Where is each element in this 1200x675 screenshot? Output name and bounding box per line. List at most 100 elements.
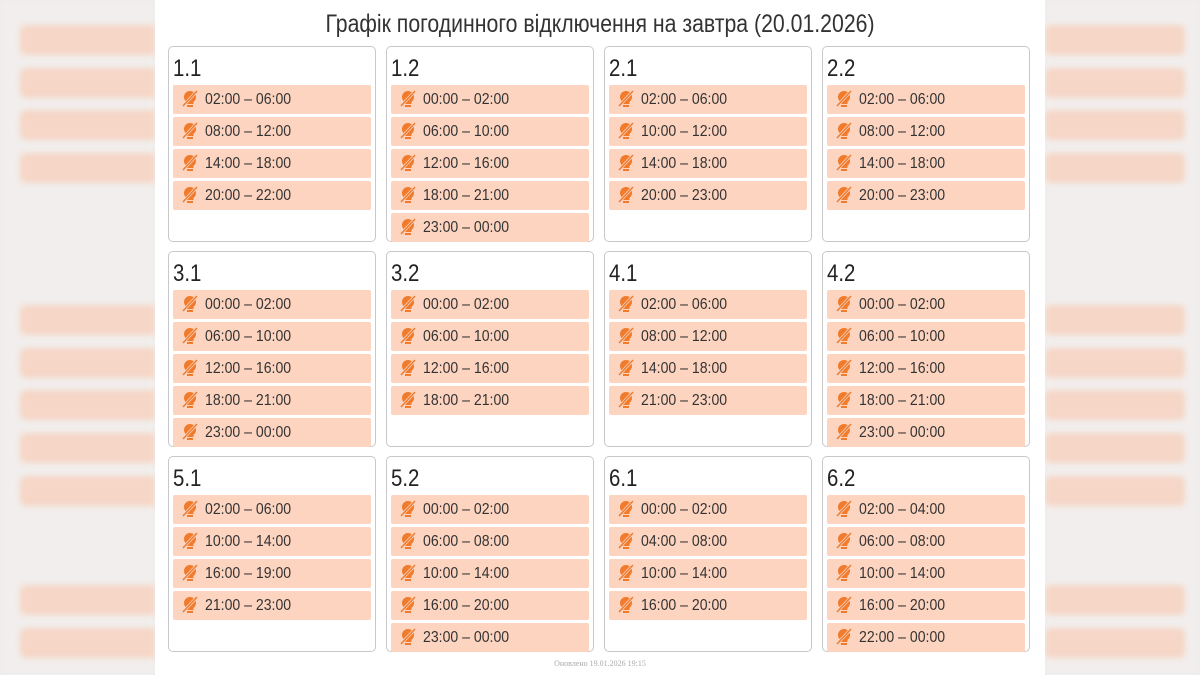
slot-time: 12:00 – 16:00 bbox=[859, 360, 946, 377]
outage-slot: 10:00 – 14:00 bbox=[827, 559, 1025, 588]
outage-icon bbox=[617, 121, 635, 140]
outage-slot: 20:00 – 23:00 bbox=[827, 181, 1025, 210]
outage-slot: 06:00 – 10:00 bbox=[391, 322, 589, 351]
title: Графік погодинного відключення на завтра… bbox=[325, 10, 875, 38]
slot-time: 23:00 – 00:00 bbox=[859, 424, 946, 441]
outage-icon bbox=[617, 531, 635, 550]
outage-icon bbox=[399, 627, 417, 646]
group-name: 4.2 bbox=[827, 260, 856, 287]
outage-slot: 16:00 – 20:00 bbox=[609, 591, 807, 620]
outage-icon bbox=[399, 153, 417, 172]
outage-slot: 12:00 – 16:00 bbox=[391, 149, 589, 178]
slot-time: 16:00 – 20:00 bbox=[423, 597, 510, 614]
outage-icon bbox=[181, 422, 199, 441]
slot-time: 02:00 – 06:00 bbox=[859, 91, 946, 108]
outage-slot: 16:00 – 20:00 bbox=[391, 591, 589, 620]
slot-time: 18:00 – 21:00 bbox=[423, 392, 510, 409]
slot-time: 00:00 – 02:00 bbox=[423, 296, 510, 313]
outage-slot: 02:00 – 06:00 bbox=[827, 85, 1025, 114]
outage-slot: 02:00 – 06:00 bbox=[609, 85, 807, 114]
outage-slot: 22:00 – 00:00 bbox=[827, 623, 1025, 652]
group-name: 6.1 bbox=[609, 465, 638, 492]
outage-slot: 14:00 – 18:00 bbox=[173, 149, 371, 178]
outage-slot: 14:00 – 18:00 bbox=[827, 149, 1025, 178]
outage-slot: 18:00 – 21:00 bbox=[827, 386, 1025, 415]
outage-icon bbox=[399, 185, 417, 204]
slot-time: 23:00 – 00:00 bbox=[423, 629, 510, 646]
slot-time: 20:00 – 22:00 bbox=[205, 187, 292, 204]
outage-slot: 00:00 – 02:00 bbox=[827, 290, 1025, 319]
outage-slot: 06:00 – 10:00 bbox=[173, 322, 371, 351]
group-name: 5.1 bbox=[173, 465, 202, 492]
schedule-panel: Графік погодинного відключення на завтра… bbox=[155, 0, 1045, 675]
slot-time: 06:00 – 08:00 bbox=[859, 533, 946, 550]
outage-icon bbox=[399, 121, 417, 140]
outage-icon bbox=[399, 499, 417, 518]
slot-time: 18:00 – 21:00 bbox=[423, 187, 510, 204]
slot-time: 16:00 – 19:00 bbox=[205, 565, 292, 582]
outage-slot: 12:00 – 16:00 bbox=[827, 354, 1025, 383]
slot-time: 21:00 – 23:00 bbox=[205, 597, 292, 614]
slot-time: 21:00 – 23:00 bbox=[641, 392, 728, 409]
group-name: 2.1 bbox=[609, 55, 638, 82]
outage-icon bbox=[617, 358, 635, 377]
outage-slot: 06:00 – 08:00 bbox=[827, 527, 1025, 556]
group-name: 2.2 bbox=[827, 55, 856, 82]
blurred-side bbox=[1045, 0, 1200, 675]
slot-time: 08:00 – 12:00 bbox=[641, 328, 728, 345]
outage-slot: 12:00 – 16:00 bbox=[173, 354, 371, 383]
group-card: 3.2 00:00 – 02:00 06:00 – 10:00 12:00 – 16:… bbox=[386, 251, 594, 447]
slot-time: 20:00 – 23:00 bbox=[859, 187, 946, 204]
outage-icon bbox=[835, 390, 853, 409]
outage-slot: 21:00 – 23:00 bbox=[609, 386, 807, 415]
slot-time: 14:00 – 18:00 bbox=[641, 360, 728, 377]
outage-slot: 00:00 – 02:00 bbox=[391, 495, 589, 524]
outage-icon bbox=[399, 563, 417, 582]
outage-icon bbox=[181, 499, 199, 518]
slot-time: 02:00 – 06:00 bbox=[205, 91, 292, 108]
outage-slot: 10:00 – 14:00 bbox=[391, 559, 589, 588]
outage-icon bbox=[399, 358, 417, 377]
outage-icon bbox=[181, 595, 199, 614]
group-card: 4.2 00:00 – 02:00 06:00 – 10:00 12:00 – 16:… bbox=[822, 251, 1030, 447]
group-card: 3.1 00:00 – 02:00 06:00 – 10:00 12:00 – 16:… bbox=[168, 251, 376, 447]
slot-time: 10:00 – 12:00 bbox=[641, 123, 728, 140]
slot-time: 23:00 – 00:00 bbox=[205, 424, 292, 441]
outage-slot: 23:00 – 00:00 bbox=[173, 418, 371, 447]
slot-time: 08:00 – 12:00 bbox=[859, 123, 946, 140]
slot-time: 02:00 – 06:00 bbox=[641, 296, 728, 313]
outage-icon bbox=[835, 358, 853, 377]
slot-time: 00:00 – 02:00 bbox=[205, 296, 292, 313]
outage-icon bbox=[835, 499, 853, 518]
group-card: 4.1 02:00 – 06:00 08:00 – 12:00 14:00 – 18:… bbox=[604, 251, 812, 447]
slot-time: 10:00 – 14:00 bbox=[423, 565, 510, 582]
outage-slot: 18:00 – 21:00 bbox=[173, 386, 371, 415]
outage-slot: 23:00 – 00:00 bbox=[391, 213, 589, 242]
outage-icon bbox=[399, 531, 417, 550]
slot-time: 12:00 – 16:00 bbox=[205, 360, 292, 377]
slot-time: 02:00 – 04:00 bbox=[859, 501, 946, 518]
outage-slot: 02:00 – 06:00 bbox=[173, 85, 371, 114]
outage-slot: 16:00 – 19:00 bbox=[173, 559, 371, 588]
slot-time: 23:00 – 00:00 bbox=[423, 219, 510, 236]
outage-icon bbox=[835, 185, 853, 204]
outage-slot: 02:00 – 04:00 bbox=[827, 495, 1025, 524]
outage-icon bbox=[617, 294, 635, 313]
outage-icon bbox=[835, 595, 853, 614]
outage-icon bbox=[181, 89, 199, 108]
outage-icon bbox=[181, 326, 199, 345]
outage-slot: 16:00 – 20:00 bbox=[827, 591, 1025, 620]
slot-time: 10:00 – 14:00 bbox=[859, 565, 946, 582]
outage-slot: 08:00 – 12:00 bbox=[173, 117, 371, 146]
slot-time: 18:00 – 21:00 bbox=[859, 392, 946, 409]
group-card: 6.1 00:00 – 02:00 04:00 – 08:00 10:00 – 14:… bbox=[604, 456, 812, 652]
footer: Оновлено 19.01.2026 19:15 bbox=[554, 659, 646, 668]
slot-time: 06:00 – 10:00 bbox=[205, 328, 292, 345]
outage-icon bbox=[181, 531, 199, 550]
group-name: 6.2 bbox=[827, 465, 856, 492]
group-card: 6.2 02:00 – 04:00 06:00 – 08:00 10:00 – 14:… bbox=[822, 456, 1030, 652]
group-card: 1.1 02:00 – 06:00 08:00 – 12:00 14:00 – 18:… bbox=[168, 46, 376, 242]
outage-icon bbox=[181, 563, 199, 582]
outage-slot: 06:00 – 10:00 bbox=[827, 322, 1025, 351]
slot-time: 06:00 – 08:00 bbox=[423, 533, 510, 550]
